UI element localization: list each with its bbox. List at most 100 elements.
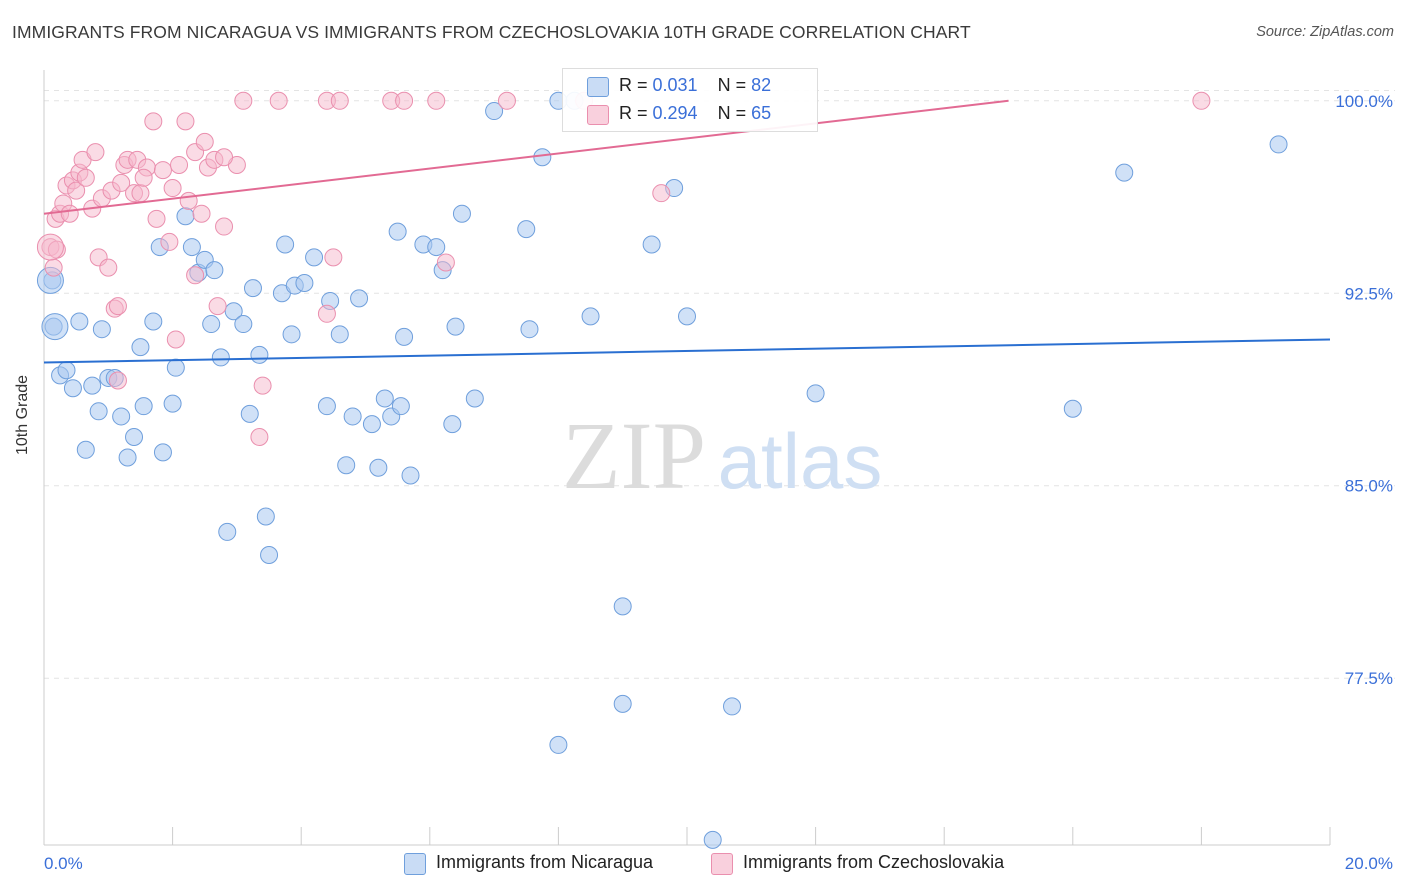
point-czechoslovakia-large (36, 233, 64, 261)
point-nicaragua (224, 302, 243, 321)
point-czechoslovakia (44, 258, 63, 277)
point-czechoslovakia (99, 258, 118, 277)
point-nicaragua (375, 389, 394, 408)
point-nicaragua (83, 376, 102, 395)
y-tick-label: 100.0% (1335, 92, 1393, 111)
point-nicaragua (533, 148, 552, 167)
point-czechoslovakia (131, 184, 150, 203)
legend-swatch-czechoslovakia (587, 105, 609, 125)
x-tick-label: 0.0% (44, 854, 83, 873)
point-nicaragua (260, 546, 279, 565)
trend-lines (43, 99, 1331, 364)
point-czechoslovakia (166, 330, 185, 349)
point-nicaragua (613, 694, 632, 713)
legend-r-label: R = (619, 75, 653, 95)
point-nicaragua (343, 407, 362, 426)
point-nicaragua (134, 397, 153, 416)
point-czechoslovakia (112, 173, 131, 192)
point-czechoslovakia (436, 253, 455, 272)
point-nicaragua (517, 220, 536, 239)
point-czechoslovakia (427, 91, 446, 110)
tick-labels: 77.5% 85.0% 92.5% 100.0% 0.0% 20.0% (44, 92, 1393, 873)
point-nicaragua (581, 307, 600, 326)
point-czechoslovakia (108, 371, 127, 390)
point-nicaragua (256, 507, 275, 526)
point-nicaragua (282, 325, 301, 344)
point-nicaragua (703, 830, 722, 849)
point-nicaragua (182, 238, 201, 257)
watermark-zip: ZIP (562, 402, 706, 509)
point-nicaragua (144, 312, 163, 331)
series-label-nicaragua: Immigrants from Nicaragua (436, 852, 654, 872)
point-nicaragua (520, 320, 539, 339)
point-nicaragua (125, 427, 144, 446)
point-nicaragua (1115, 163, 1134, 182)
point-nicaragua (337, 456, 356, 475)
point-nicaragua (642, 235, 661, 254)
x-tick-label: 20.0% (1345, 854, 1393, 873)
point-nicaragua (465, 389, 484, 408)
point-czechoslovakia (176, 112, 195, 131)
point-czechoslovakia (134, 168, 153, 187)
trend-line-nicaragua (43, 338, 1331, 364)
legend-n-label: N = (717, 103, 752, 123)
point-nicaragua (1063, 399, 1082, 418)
point-nicaragua (153, 443, 172, 462)
point-czechoslovakia (186, 266, 205, 285)
point-czechoslovakia (192, 204, 211, 223)
point-nicaragua (76, 440, 95, 459)
point-nicaragua (70, 312, 89, 331)
point-nicaragua (112, 407, 131, 426)
point-nicaragua (723, 697, 742, 716)
point-nicaragua (176, 207, 195, 226)
point-czechoslovakia (652, 184, 671, 203)
point-nicaragua (243, 279, 262, 298)
point-czechoslovakia (317, 304, 336, 323)
point-czechoslovakia (330, 91, 349, 110)
gridlines (44, 90, 1395, 679)
point-czechoslovakia (160, 232, 179, 251)
point-nicaragua (395, 327, 414, 346)
legend-r-value-nicaragua: 0.031 (652, 75, 698, 95)
series-swatch-czechoslovakia (711, 853, 733, 875)
point-nicaragua (369, 458, 388, 477)
point-czechoslovakia (153, 161, 172, 180)
point-czechoslovakia (269, 91, 288, 110)
point-nicaragua (234, 315, 253, 334)
point-czechoslovakia (395, 91, 414, 110)
point-nicaragua (63, 379, 82, 398)
point-nicaragua (211, 348, 230, 367)
watermark-atlas: atlas (718, 417, 883, 505)
point-nicaragua (549, 735, 568, 754)
point-nicaragua (427, 238, 446, 257)
point-czechoslovakia (147, 209, 166, 228)
legend-r-value-czechoslovakia: 0.294 (652, 103, 698, 123)
trend-line-czechoslovakia (43, 99, 1009, 215)
point-nicaragua (446, 317, 465, 336)
point-czechoslovakia (497, 91, 516, 110)
point-czechoslovakia (215, 217, 234, 236)
point-nicaragua (678, 307, 696, 326)
legend-n-label: N = (717, 75, 752, 95)
point-czechoslovakia (250, 427, 269, 446)
point-nicaragua (295, 273, 314, 292)
data-points (36, 91, 1288, 849)
point-nicaragua (401, 466, 420, 485)
point-nicaragua (485, 102, 504, 121)
point-nicaragua-large (41, 313, 69, 341)
series-swatch-nicaragua (404, 853, 426, 875)
legend-n-value-czechoslovakia: 65 (751, 103, 772, 123)
point-nicaragua (92, 320, 111, 339)
legend-swatch-nicaragua (587, 77, 609, 97)
point-nicaragua (57, 361, 76, 380)
point-nicaragua (806, 384, 825, 403)
legend-n-value-nicaragua: 82 (751, 75, 772, 95)
point-czechoslovakia (179, 191, 198, 210)
point-czechoslovakia (253, 376, 272, 395)
legend-r-label: R = (619, 103, 653, 123)
point-nicaragua (1269, 135, 1288, 154)
point-nicaragua (388, 222, 407, 241)
point-czechoslovakia (76, 168, 95, 187)
point-nicaragua (350, 289, 369, 308)
point-czechoslovakia (67, 181, 86, 200)
